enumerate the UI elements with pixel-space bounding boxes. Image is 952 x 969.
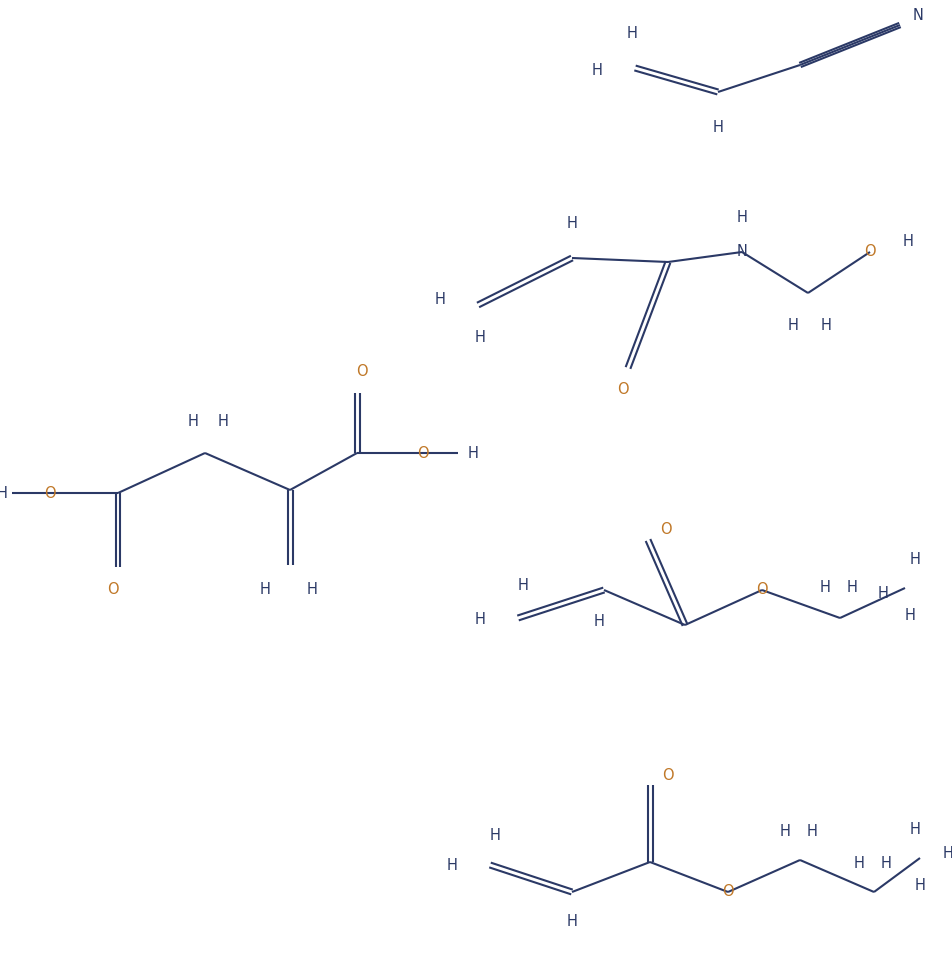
Text: H: H — [260, 582, 270, 598]
Text: H: H — [878, 585, 888, 601]
Text: H: H — [909, 552, 921, 568]
Text: H: H — [593, 614, 605, 630]
Text: H: H — [820, 580, 830, 596]
Text: H: H — [591, 62, 603, 78]
Text: H: H — [626, 25, 638, 41]
Text: H: H — [188, 414, 198, 428]
Text: H: H — [904, 609, 916, 623]
Text: O: O — [417, 446, 428, 460]
Text: H: H — [218, 414, 228, 428]
Text: H: H — [821, 318, 831, 332]
Text: O: O — [356, 363, 367, 379]
Text: O: O — [864, 244, 876, 260]
Text: H: H — [307, 582, 317, 598]
Text: H: H — [846, 580, 858, 596]
Text: H: H — [518, 578, 528, 593]
Text: H: H — [854, 857, 864, 871]
Text: H: H — [446, 858, 458, 872]
Text: H: H — [806, 825, 818, 839]
Text: O: O — [663, 767, 674, 783]
Text: H: H — [881, 857, 891, 871]
Text: H: H — [474, 612, 486, 628]
Text: H: H — [780, 825, 790, 839]
Text: O: O — [660, 522, 672, 538]
Text: N: N — [737, 244, 747, 260]
Text: H: H — [787, 318, 799, 332]
Text: O: O — [617, 383, 629, 397]
Text: H: H — [915, 879, 925, 893]
Text: H: H — [902, 234, 913, 249]
Text: H: H — [467, 446, 479, 460]
Text: H: H — [566, 915, 578, 929]
Text: O: O — [108, 581, 119, 597]
Text: H: H — [434, 293, 446, 307]
Text: H: H — [909, 823, 921, 837]
Text: H: H — [566, 215, 578, 231]
Text: H: H — [942, 846, 952, 860]
Text: H: H — [737, 209, 747, 225]
Text: H: H — [0, 485, 8, 501]
Text: O: O — [44, 485, 56, 501]
Text: N: N — [913, 8, 923, 22]
Text: O: O — [723, 885, 734, 899]
Text: H: H — [474, 329, 486, 345]
Text: O: O — [756, 582, 768, 598]
Text: H: H — [712, 119, 724, 135]
Text: H: H — [489, 828, 501, 842]
